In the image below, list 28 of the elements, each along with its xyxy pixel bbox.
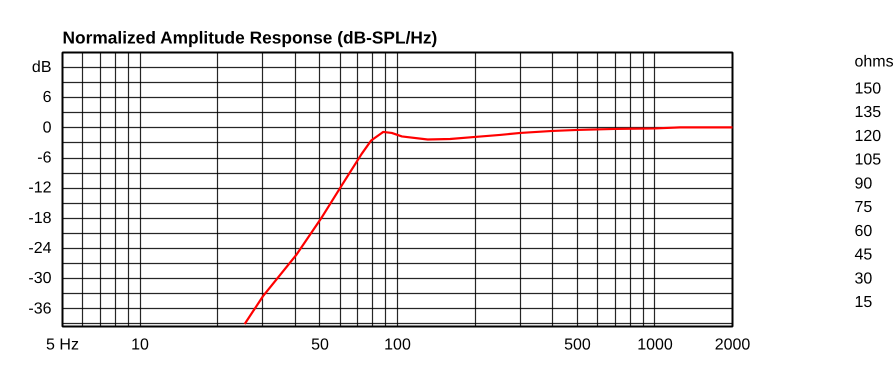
y2-tick-label: 15: [854, 294, 872, 312]
y-tick-label: -24: [28, 240, 52, 258]
y-tick-label: dB: [32, 59, 52, 76]
y-tick-label: -30: [28, 270, 52, 288]
y2-tick-label: 105: [854, 152, 882, 169]
y-tick-label: -6: [37, 150, 52, 167]
chart-title: Normalized Amplitude Response (dB-SPL/Hz): [62, 28, 438, 48]
y2-tick-label: 120: [854, 128, 882, 145]
x-tick-label: 100: [384, 336, 411, 354]
x-tick-label: 2000: [714, 336, 750, 354]
y-tick-label: -18: [28, 210, 52, 227]
x-tick-label: 50: [311, 336, 329, 354]
y-tick-label: 0: [42, 119, 52, 136]
y-tick-label: -36: [28, 300, 52, 318]
y-tick-label: -12: [28, 180, 52, 197]
x-tick-label: 500: [564, 336, 591, 354]
y2-tick-label: 90: [854, 175, 872, 192]
y2-tick-label: 150: [854, 80, 882, 98]
y2-tick-label: 60: [854, 222, 872, 240]
y2-tick-label: 45: [854, 246, 872, 264]
y2-tick-label: 30: [854, 270, 872, 288]
x-tick-label: 5 Hz: [46, 336, 79, 354]
y2-tick-label: ohms: [854, 54, 894, 71]
x-tick-label: 1000: [637, 336, 673, 354]
x-tick-label: 10: [131, 336, 150, 354]
y2-tick-label: 75: [854, 199, 872, 216]
y-tick-label: 6: [42, 89, 52, 106]
y2-tick-label: 135: [854, 104, 882, 122]
